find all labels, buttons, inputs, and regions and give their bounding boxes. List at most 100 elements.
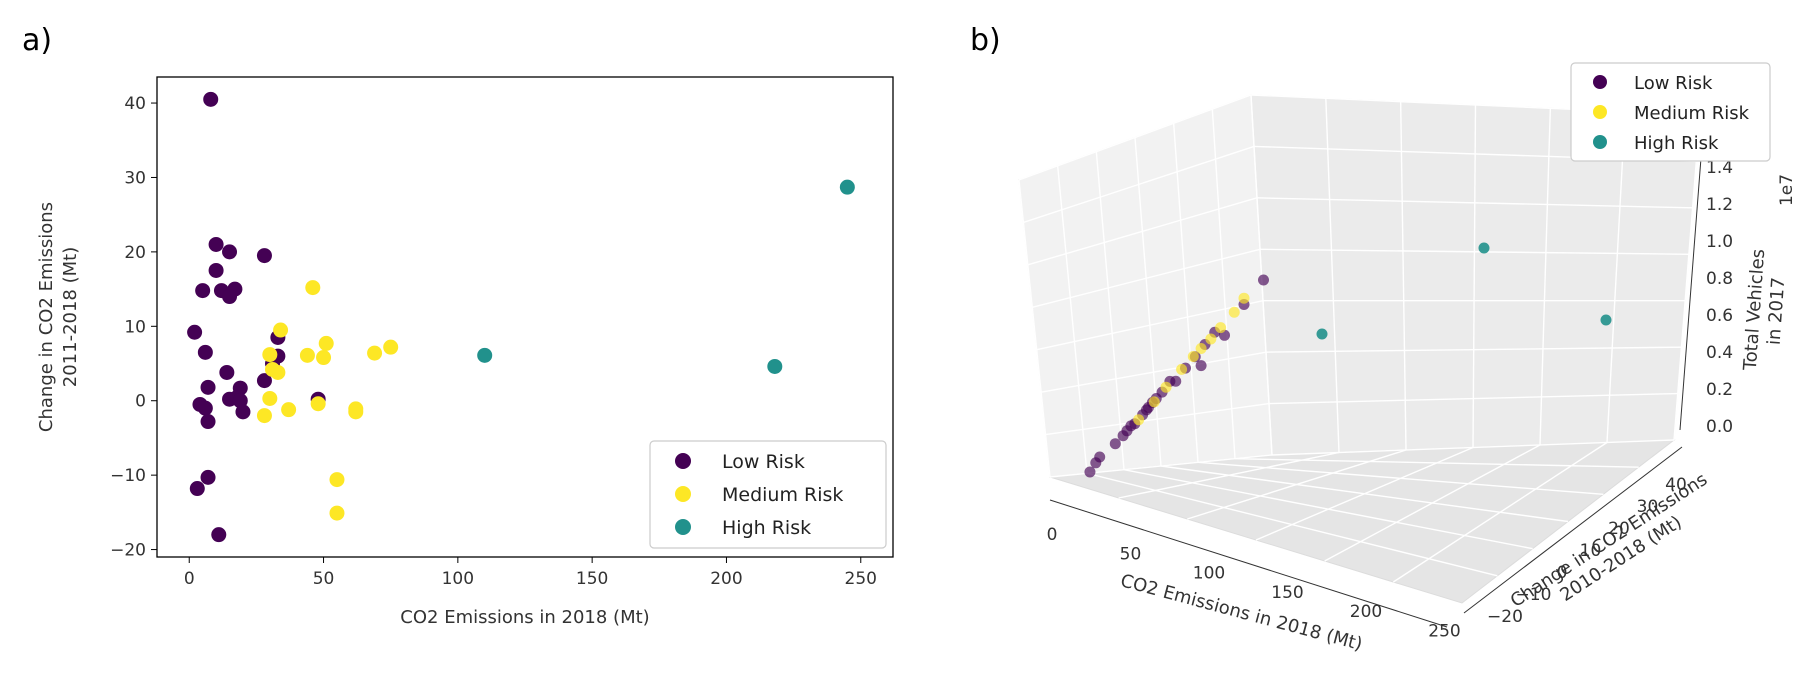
grid-line-b: [1268, 392, 1678, 405]
y-tick-label-b: 30: [1637, 497, 1659, 517]
point-low-risk: [200, 379, 216, 395]
y-tick-label-b: −20: [1487, 607, 1523, 627]
grid-line-b: [1045, 402, 1270, 436]
point-medium-risk: [383, 339, 399, 355]
legend-b-marker-high: [1593, 135, 1607, 149]
legend-b-marker-medium: [1593, 105, 1607, 119]
x-tick-label-b: 100: [1193, 564, 1225, 584]
point-3d-medium-risk: [1205, 333, 1217, 345]
point-3d-low-risk: [1170, 375, 1182, 387]
y-tick-label-a: 0: [135, 392, 146, 412]
point-low-risk: [219, 364, 235, 380]
panel-label-b: b): [970, 23, 1001, 58]
z-tick-label-b: 0.2: [1706, 380, 1733, 400]
x-tick-label-b: 200: [1350, 602, 1382, 622]
x-tick-label-a: 250: [845, 569, 877, 589]
point-high-risk: [839, 179, 855, 195]
point-medium-risk: [270, 364, 286, 380]
legend-a-label-medium: Medium Risk: [722, 484, 843, 506]
point-3d-low-risk: [1084, 466, 1096, 478]
grid-line-b: [1234, 457, 1639, 468]
z-tick-label-b: 1.2: [1706, 195, 1733, 215]
point-medium-risk: [262, 390, 278, 406]
grid-line-b: [1023, 145, 1255, 224]
y-axis-line-b: [1463, 446, 1683, 614]
legend-a-label-high: High Risk: [722, 517, 811, 539]
y-tick-label-a: 40: [124, 94, 146, 114]
point-medium-risk: [281, 402, 297, 418]
point-3d-medium-risk: [1133, 414, 1145, 426]
point-medium-risk: [316, 350, 332, 366]
x-tick-label-b: 0: [1047, 525, 1058, 545]
grid-line-b: [1606, 111, 1626, 443]
point-medium-risk: [348, 404, 364, 420]
panel-label-a: a): [22, 23, 52, 58]
grid-line-b: [1018, 94, 1252, 181]
legend-a-box: [649, 440, 887, 549]
point-3d-high-risk: [1600, 314, 1612, 326]
point-medium-risk: [310, 396, 326, 412]
point-medium-risk: [262, 347, 278, 363]
y-tick-label-a: −10: [110, 466, 146, 486]
grid-line-b: [1539, 108, 1552, 446]
legend-a-label-low: Low Risk: [722, 451, 805, 473]
point-3d-low-risk: [1109, 438, 1121, 450]
point-medium-risk: [367, 345, 383, 361]
point-low-risk: [222, 289, 238, 305]
point-3d-low-risk: [1258, 274, 1269, 286]
point-3d-low-risk: [1094, 451, 1106, 463]
grid-line-b: [1056, 165, 1088, 474]
grid-line-b: [1265, 346, 1682, 353]
point-3d-medium-risk: [1215, 322, 1227, 334]
point-3d-medium-risk: [1187, 351, 1199, 362]
y-tick-label-b: 20: [1608, 519, 1630, 539]
point-3d-medium-risk: [1148, 396, 1160, 408]
y-axis-label-a-line1: Change in CO2 Emissions: [36, 202, 57, 432]
point-3d-medium-risk: [1238, 292, 1250, 304]
grid-line-b: [1472, 104, 1477, 448]
legend-a-marker-medium: [675, 486, 691, 502]
point-low-risk: [189, 481, 205, 497]
point-high-risk: [477, 347, 493, 363]
x-tick-label-a: 200: [710, 569, 742, 589]
grid-line-b: [1211, 109, 1236, 459]
x-tick-label-b: 250: [1428, 622, 1460, 642]
z-tick-label-b: 0.0: [1706, 417, 1733, 437]
point-3d-medium-risk: [1160, 381, 1172, 393]
point-high-risk: [767, 358, 783, 374]
x-tick-label-b: 150: [1271, 583, 1303, 603]
grid-line-b: [1041, 351, 1267, 393]
z-axis-line-b: [1679, 144, 1703, 431]
point-medium-risk: [299, 347, 315, 363]
chart-a: 0 50 100 150 200 250 −20 −10 0 10 20 30 40 CO2 Emiss…: [36, 76, 894, 628]
y-tick-label-b: 0: [1557, 563, 1568, 583]
point-medium-risk: [318, 335, 334, 351]
grid-line-b: [1399, 101, 1407, 451]
grid-line-b: [1172, 123, 1199, 463]
legend-a: Low Risk Medium Risk High Risk: [649, 440, 887, 549]
point-medium-risk: [329, 472, 345, 488]
z-offset-label-b: 1e7: [1777, 174, 1797, 206]
point-3d-high-risk: [1478, 242, 1490, 254]
x-tick-label-a: 100: [442, 569, 474, 589]
chart-b: 050100150200250−20−100102030400.00.20.40…: [1018, 62, 1797, 655]
z-tick-label-b: 0.4: [1706, 343, 1733, 363]
legend-b-marker-low: [1593, 75, 1607, 89]
grid-line-b: [1134, 137, 1162, 467]
grid-line-b: [1018, 179, 1051, 478]
z-tick-label-b: 1.0: [1706, 232, 1733, 252]
z-tick-label-b: 1.4: [1706, 158, 1733, 178]
legend-b-label-medium: Medium Risk: [1634, 103, 1750, 124]
z-axis-label-b-line2: in 2017: [1764, 277, 1790, 346]
y-tick-label-b: 40: [1665, 475, 1687, 495]
x-axis-label-b: CO2 Emissions in 2018 (Mt): [1118, 570, 1364, 655]
legend-b-label-high: High Risk: [1634, 133, 1719, 154]
y-tick-label-a: 30: [124, 168, 146, 188]
plot-a-frame: [156, 76, 894, 558]
point-low-risk: [208, 262, 224, 278]
point-medium-risk: [305, 280, 321, 296]
point-low-risk: [256, 373, 272, 389]
point-low-risk: [256, 248, 272, 264]
grid-line-b: [1036, 300, 1264, 351]
